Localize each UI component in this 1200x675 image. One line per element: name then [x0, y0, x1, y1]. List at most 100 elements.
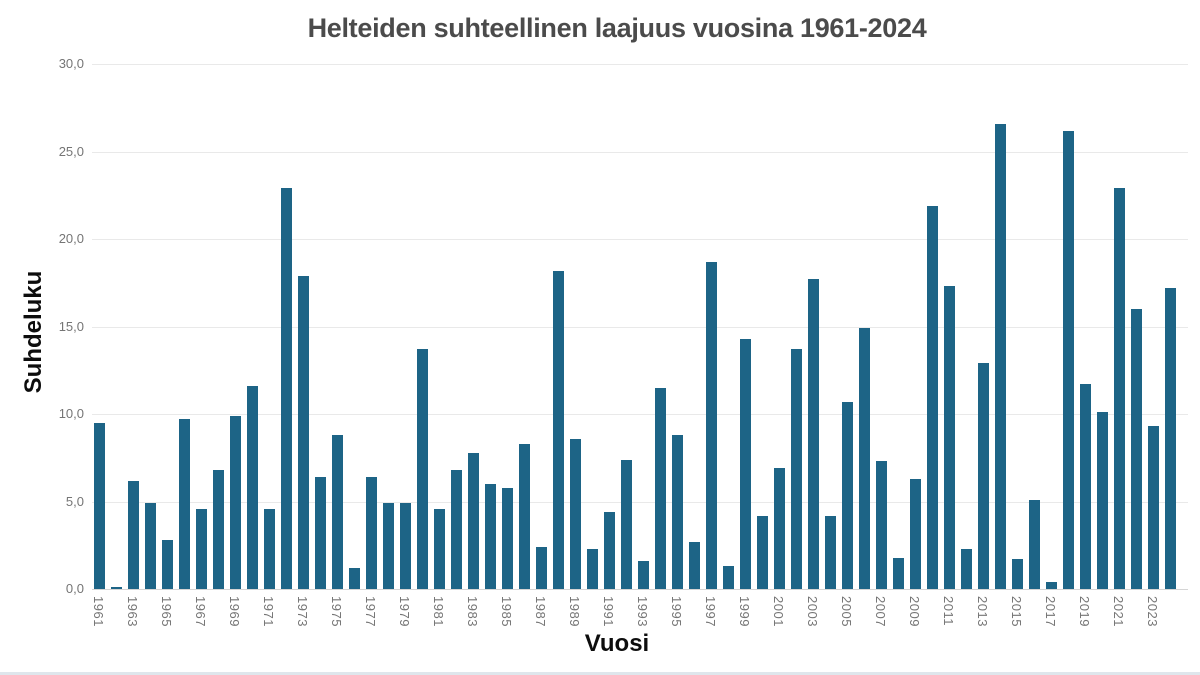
chart-title: Helteiden suhteellinen laajuus vuosina 1… — [307, 13, 927, 43]
x-tick-label: 1965 — [159, 596, 174, 627]
bar-2001 — [773, 468, 785, 589]
x-tick-label: 1991 — [601, 596, 616, 627]
x-tick-label: 2011 — [941, 596, 956, 626]
x-tick-label: 1975 — [329, 596, 344, 627]
y-tick-label: 10,0 — [58, 406, 84, 421]
gridline — [92, 502, 1188, 503]
x-tick-label: 2007 — [873, 596, 888, 627]
x-tick-label: 2015 — [1009, 596, 1024, 627]
bar-2021 — [1113, 188, 1125, 589]
bar-2009 — [909, 478, 921, 589]
bar-1966 — [178, 419, 190, 589]
bar-1994 — [654, 387, 666, 589]
y-tick-label: 25,0 — [58, 144, 84, 159]
bar-2017 — [1045, 582, 1057, 589]
bar-1972 — [280, 188, 292, 589]
bar-2015 — [1011, 559, 1023, 589]
x-tick-label: 1973 — [295, 596, 310, 627]
bar-1989 — [569, 438, 581, 589]
bar-2023 — [1147, 426, 1159, 589]
gridline — [92, 64, 1188, 65]
x-tick-label: 1963 — [125, 596, 140, 627]
x-axis-title: Vuosi — [584, 630, 650, 657]
x-tick-label: 1999 — [737, 596, 752, 627]
bar-1975 — [331, 435, 343, 589]
x-tick-label: 2005 — [839, 596, 854, 627]
bar-2007 — [875, 461, 887, 589]
gridline — [92, 327, 1188, 328]
bar-2000 — [756, 515, 768, 589]
bar-1983 — [467, 452, 479, 589]
bar-1986 — [518, 443, 530, 589]
x-tick-label: 1989 — [567, 596, 582, 627]
bar-1993 — [637, 561, 649, 589]
bar-1987 — [535, 547, 547, 589]
x-tick-label: 1997 — [703, 596, 718, 627]
bar-1973 — [297, 275, 309, 589]
x-tick-label: 1987 — [533, 596, 548, 627]
bar-1969 — [229, 415, 241, 589]
x-tick-label: 2001 — [771, 596, 786, 627]
bar-1984 — [484, 484, 496, 589]
bar-1988 — [552, 270, 564, 589]
bar-1999 — [739, 338, 751, 589]
bar-1963 — [127, 480, 139, 589]
bar-1981 — [433, 508, 445, 589]
bar-2013 — [977, 363, 989, 589]
bar-1974 — [314, 477, 326, 589]
bar-2008 — [892, 557, 904, 589]
x-tick-label: 1983 — [465, 596, 480, 627]
bar-1971 — [263, 508, 275, 589]
bar-1976 — [348, 568, 360, 589]
bar-2019 — [1079, 384, 1091, 589]
gridline — [92, 414, 1188, 415]
x-axis-line — [92, 589, 1188, 590]
x-tick-label: 1977 — [363, 596, 378, 627]
bar-1998 — [722, 566, 734, 589]
bar-2002 — [790, 349, 802, 589]
x-tick-label: 2017 — [1043, 596, 1058, 627]
bar-2016 — [1028, 499, 1040, 589]
gridline — [92, 239, 1188, 240]
gridline — [92, 152, 1188, 153]
bar-1980 — [416, 349, 428, 589]
bar-1970 — [246, 386, 258, 589]
x-tick-label: 1981 — [431, 596, 446, 627]
y-tick-label: 20,0 — [58, 231, 84, 246]
bar-1996 — [688, 541, 700, 589]
bar-1967 — [195, 508, 207, 589]
bar-1982 — [450, 470, 462, 589]
bar-1995 — [671, 435, 683, 589]
bar-2003 — [807, 279, 819, 589]
bar-1962 — [110, 587, 122, 589]
bar-1964 — [144, 503, 156, 589]
y-tick-label: 5,0 — [65, 494, 84, 509]
bottom-border — [0, 672, 1200, 675]
bar-1968 — [212, 470, 224, 589]
bar-1997 — [705, 261, 717, 589]
bar-2014 — [994, 123, 1006, 589]
bar-2005 — [841, 401, 853, 589]
bar-1992 — [620, 459, 632, 589]
x-tick-label: 1967 — [193, 596, 208, 627]
bar-2010 — [926, 205, 938, 589]
bar-1965 — [161, 540, 173, 589]
bar-1991 — [603, 512, 615, 589]
y-tick-label: 15,0 — [58, 319, 84, 334]
x-tick-label: 1993 — [635, 596, 650, 627]
bar-1978 — [382, 503, 394, 589]
x-tick-label: 1985 — [499, 596, 514, 627]
x-tick-label: 1979 — [397, 596, 412, 627]
x-tick-label: 1971 — [261, 596, 276, 627]
bar-1977 — [365, 477, 377, 589]
bar-2022 — [1130, 309, 1142, 589]
bar-2012 — [960, 548, 972, 589]
bar-1985 — [501, 487, 513, 589]
bar-2024 — [1164, 288, 1176, 589]
bar-2020 — [1096, 412, 1108, 589]
x-tick-label: 1995 — [669, 596, 684, 627]
bar-2018 — [1062, 130, 1074, 589]
y-tick-label: 0,0 — [65, 581, 84, 596]
x-tick-label: 2013 — [975, 596, 990, 627]
